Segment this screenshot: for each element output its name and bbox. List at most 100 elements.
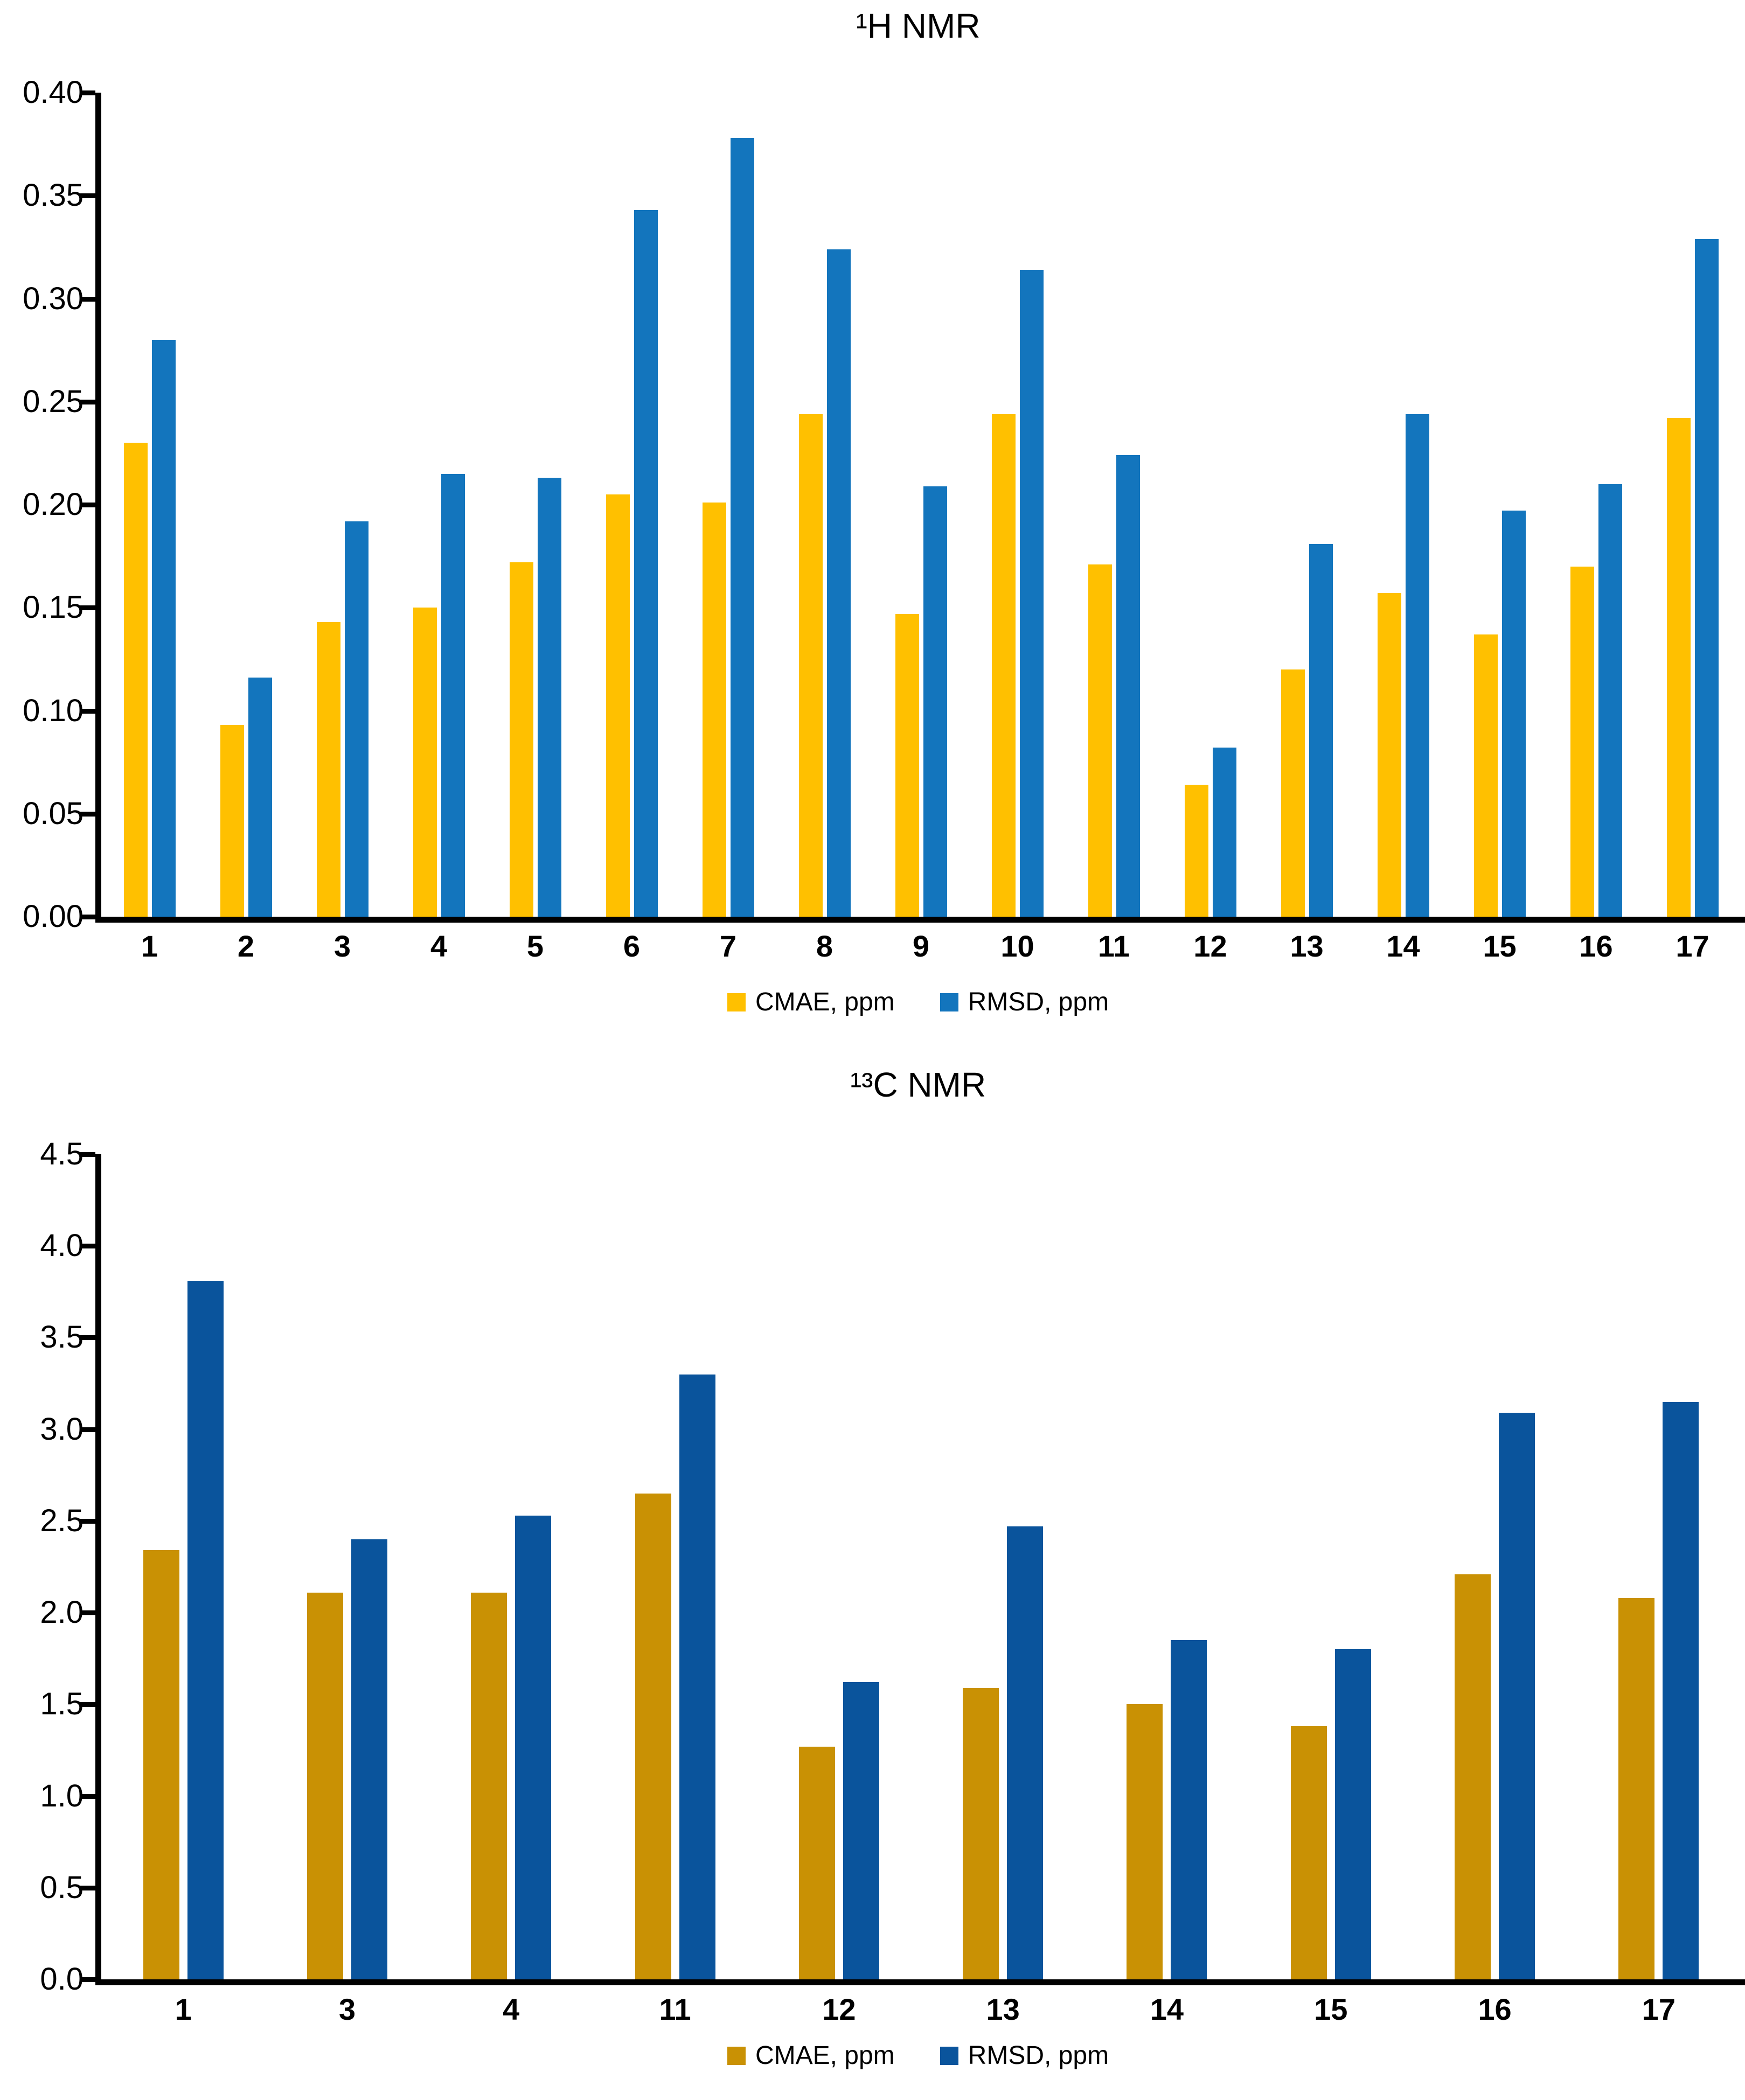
x-tick-label: 16 [1579,929,1613,963]
x-tick-label: 12 [822,1992,856,2026]
bar-rmsd-1 [151,340,176,917]
bar-cmae-5 [509,562,533,917]
x-tick-label: 10 [1000,929,1034,963]
x-tick-label: 11 [1097,929,1130,963]
y-tick-mark [80,915,95,919]
legend-label-rmsd: RMSD, ppm [968,988,1109,1016]
y-tick-label: 1.0 [40,1778,84,1813]
legend: CMAE, ppm RMSD, ppm [95,2041,1741,2070]
bar-rmsd-14 [1405,414,1429,917]
bar-rmsd-8 [826,249,851,917]
bar-group-11 [1066,93,1162,917]
bar-group-9 [873,93,969,917]
bar-group-16 [1548,93,1644,917]
bar-rmsd-13 [1007,1526,1044,1979]
bar-cmae-11 [635,1494,671,1979]
y-tick-mark [80,1885,95,1890]
bar-rmsd-14 [1171,1640,1207,1979]
legend-swatch-cmae [727,2047,746,2065]
bar-group-14 [1355,93,1451,917]
y-tick-mark [80,90,95,95]
bar-group-3 [265,1154,429,1979]
x-tick-label: 6 [623,929,641,963]
bar-group-15 [1249,1154,1413,1979]
y-tick-label: 0.0 [40,1962,84,1997]
x-tick-label: 17 [1642,1992,1676,2026]
y-tick-label: 0.05 [23,796,84,831]
bar-rmsd-12 [1212,748,1236,917]
bar-cmae-14 [1127,1704,1163,1979]
bar-rmsd-3 [351,1539,387,1979]
bar-group-13 [1259,93,1355,917]
bar-cmae-16 [1570,567,1594,917]
bar-cmae-13 [1281,669,1305,917]
legend-label-rmsd: RMSD, ppm [968,2041,1109,2070]
legend-label-cmae: CMAE, ppm [755,988,895,1016]
x-tick-label: 14 [1386,929,1420,963]
bar-cmae-1 [123,443,148,917]
plot-area [95,1154,1745,1985]
legend-item-cmae: CMAE, ppm [727,988,895,1017]
bar-group-15 [1451,93,1548,917]
y-tick-mark [80,1702,95,1707]
bar-rmsd-17 [1663,1402,1699,1979]
bar-cmae-15 [1290,1726,1327,1979]
y-tick-label: 0.25 [23,383,84,419]
y-tick-label: 0.35 [23,178,84,213]
bar-cmae-3 [316,622,340,917]
y-tick-mark [80,296,95,302]
bar-rmsd-2 [248,678,272,917]
x-axis-labels: 1 3 4 11 12 13 14 15 16 17 [101,1993,1741,2026]
bar-group-17 [1577,1154,1741,1979]
bar-rmsd-11 [679,1375,715,1979]
bar-group-12 [757,1154,921,1979]
y-tick-mark [80,1244,95,1249]
y-tick-mark [80,708,95,714]
x-tick-label: 15 [1483,929,1517,963]
legend-item-rmsd: RMSD, ppm [940,2041,1109,2070]
y-tick-label: 0.20 [23,487,84,522]
bar-rmsd-4 [441,474,465,917]
bar-group-4 [391,93,487,917]
y-tick-label: 3.5 [40,1320,84,1355]
chart-title-c13-nmr: ¹³C NMR [850,1065,986,1104]
bar-cmae-6 [606,494,630,917]
y-tick-label: 0.10 [23,693,84,728]
y-tick-mark [80,1335,95,1341]
bar-group-10 [969,93,1066,917]
y-tick-mark [80,503,95,507]
legend: CMAE, ppm RMSD, ppm [95,988,1741,1017]
y-tick-mark [80,811,95,817]
x-tick-label: 11 [659,1992,691,2026]
bar-group-4 [429,1154,593,1979]
y-tick-mark [80,1610,95,1616]
bar-cmae-3 [307,1593,343,1979]
bar-group-1 [101,1154,265,1979]
y-tick-label: 2.0 [40,1595,84,1630]
bar-group-13 [921,1154,1084,1979]
bar-cmae-4 [471,1593,507,1979]
x-tick-label: 16 [1478,1992,1512,2026]
bar-cmae-7 [702,503,726,917]
bar-group-8 [776,93,873,917]
x-tick-label: 1 [141,929,158,963]
bar-rmsd-16 [1499,1413,1535,1979]
y-tick-label: 0.15 [23,590,84,625]
bar-rmsd-4 [515,1516,552,1979]
bar-cmae-15 [1473,634,1498,917]
legend-swatch-rmsd [940,2047,958,2065]
x-tick-label: 13 [986,1992,1020,2026]
bar-rmsd-7 [730,138,754,917]
plot-area [95,93,1745,923]
y-tick-label: 0.40 [23,75,84,110]
bar-cmae-12 [1184,785,1208,917]
bar-group-5 [487,93,583,917]
y-tick-label: 1.5 [40,1686,84,1722]
y-tick-mark [80,1794,95,1799]
bar-rmsd-6 [634,210,658,917]
bar-cmae-1 [143,1550,179,1979]
bar-rmsd-5 [537,478,561,917]
legend-item-cmae: CMAE, ppm [727,2041,895,2070]
bar-group-11 [593,1154,757,1979]
x-axis-labels: 1 2 3 4 5 6 7 8 9 10 11 12 13 14 15 16 17 [101,930,1741,963]
